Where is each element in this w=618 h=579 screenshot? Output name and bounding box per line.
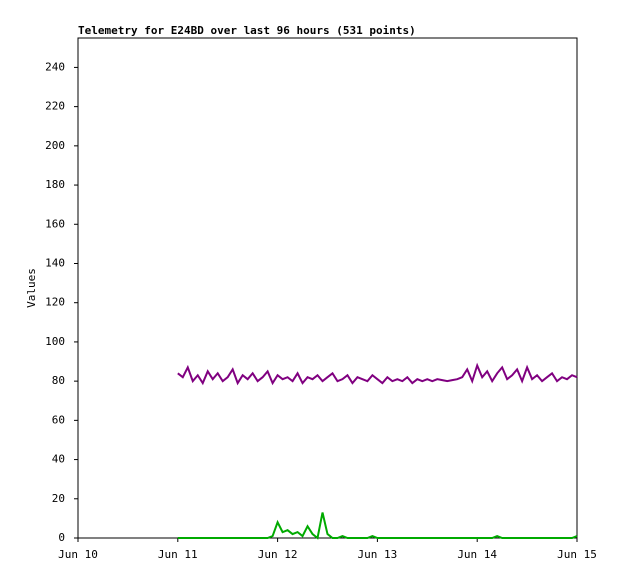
x-tick-label: Jun 12 [258,548,298,561]
series-line [177,512,578,540]
y-tick-label: 40 [52,453,65,466]
y-tick-label: 60 [52,413,65,426]
y-tick-label: 20 [52,492,65,505]
y-axis-label: Values [25,268,38,308]
y-tick-label: 140 [45,256,65,269]
series-line [177,362,578,386]
y-tick-label: 220 [45,100,65,113]
y-tick-label: 0 [58,531,65,544]
y-tick-label: 160 [45,217,65,230]
x-tick-label: Jun 14 [457,548,497,561]
x-tick-label: Jun 11 [158,548,198,561]
y-tick-label: 180 [45,178,65,191]
x-tick-label: Jun 10 [58,548,98,561]
x-tick-label: Jun 13 [358,548,398,561]
x-tick-label: Jun 15 [557,548,597,561]
y-tick-label: 120 [45,296,65,309]
plot-frame [77,37,578,539]
y-tick-label: 80 [52,374,65,387]
y-tick-label: 200 [45,139,65,152]
y-tick-label: 100 [45,335,65,348]
chart-title: Telemetry for E24BD over last 96 hours (… [78,24,416,37]
y-tick-label: 240 [45,60,65,73]
